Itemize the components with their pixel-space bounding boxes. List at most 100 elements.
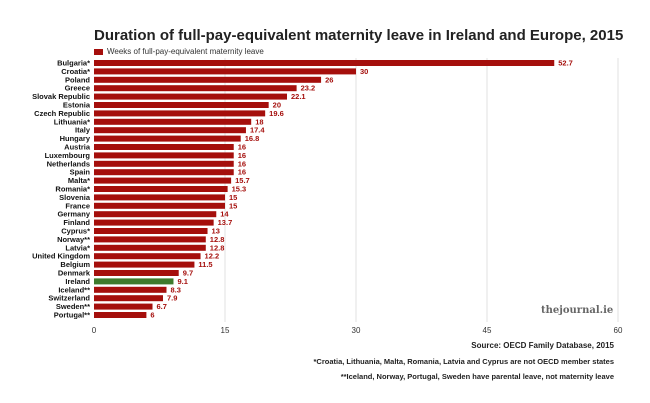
value-label: 6: [150, 311, 154, 320]
value-label: 13: [212, 227, 220, 236]
bar: [94, 110, 266, 117]
legend-swatch: [94, 48, 103, 55]
legend-label: Weeks of full-pay-equivalent maternity l…: [107, 47, 264, 56]
x-axis-ticks: 0 15 30 45 60: [92, 326, 623, 335]
bar: [94, 228, 208, 234]
bar: [94, 93, 288, 100]
category-label: Malta*: [68, 176, 90, 185]
value-label: 16.8: [245, 134, 260, 143]
bar: [94, 169, 234, 176]
value-label: 16: [238, 168, 246, 177]
bar: [94, 177, 232, 184]
bar: [94, 76, 322, 83]
bars: [94, 60, 555, 318]
value-label: 13.7: [218, 218, 233, 227]
value-label: 30: [360, 67, 368, 76]
category-label: Netherlands: [47, 159, 90, 168]
value-label: 9.1: [177, 277, 187, 286]
value-label: 26: [325, 75, 333, 84]
x-tick-label: 45: [483, 326, 492, 335]
value-labels: 52.7302623.222.12019.61817.416.816161616…: [150, 59, 572, 320]
category-label: Sweden**: [56, 302, 90, 311]
bar: [94, 236, 206, 243]
bar: [94, 202, 225, 209]
value-label: 23.2: [301, 84, 316, 93]
category-label: Portugal**: [54, 311, 90, 320]
category-label: Spain: [70, 168, 91, 177]
bar: [94, 85, 297, 92]
bar: [94, 102, 269, 108]
bar: [94, 144, 234, 150]
category-label: Italy: [75, 126, 91, 135]
value-label: 12.8: [210, 235, 225, 244]
bar: [94, 211, 217, 218]
category-label: France: [65, 201, 90, 210]
category-label: Switzerland: [48, 294, 90, 303]
bar: [94, 295, 163, 302]
bar: [94, 244, 206, 251]
category-label: Czech Republic: [34, 109, 90, 118]
category-label: Hungary: [60, 134, 91, 143]
value-label: 18: [255, 117, 263, 126]
bar: [94, 303, 153, 310]
category-label: Greece: [65, 84, 90, 93]
category-label: Lithuania*: [54, 117, 90, 126]
bar: [94, 219, 214, 226]
footnote-parental-leave: **Iceland, Norway, Portugal, Sweden have…: [340, 372, 614, 381]
category-label: Ireland: [65, 277, 90, 286]
category-label: Cyprus*: [61, 227, 90, 236]
value-label: 14: [220, 210, 229, 219]
category-label: Croatia*: [61, 67, 90, 76]
chart-title: Duration of full-pay-equivalent maternit…: [94, 27, 624, 44]
category-label: Belgium: [60, 260, 90, 269]
category-label: Denmark: [58, 269, 91, 278]
value-label: 15: [229, 201, 237, 210]
legend: Weeks of full-pay-equivalent maternity l…: [94, 47, 264, 56]
value-label: 15.7: [235, 176, 250, 185]
bar: [94, 68, 356, 75]
value-label: 11.5: [198, 260, 212, 269]
value-label: 52.7: [558, 59, 573, 68]
category-label: Poland: [65, 75, 90, 84]
category-label: Finland: [63, 218, 90, 227]
category-label: Iceland**: [58, 285, 90, 294]
value-label: 16: [238, 151, 246, 160]
bar: [94, 312, 147, 318]
value-label: 20: [273, 101, 281, 110]
bar: [94, 194, 225, 201]
bar: [94, 286, 167, 293]
x-tick-label: 0: [92, 326, 97, 335]
bar: [94, 135, 241, 142]
value-label: 8.3: [170, 285, 180, 294]
x-tick-label: 60: [614, 326, 623, 335]
x-tick-label: 15: [221, 326, 230, 335]
category-label: Luxembourg: [45, 151, 91, 160]
value-label: 17.4: [250, 126, 265, 135]
category-label: United Kingdom: [32, 252, 90, 261]
value-label: 19.6: [269, 109, 284, 118]
bar: [94, 270, 179, 276]
category-label: Austria: [64, 143, 91, 152]
x-tick-label: 30: [352, 326, 361, 335]
value-label: 15.3: [232, 185, 247, 194]
bar: [94, 160, 234, 167]
footnote-non-oecd: *Croatia, Lithuania, Malta, Romania, Lat…: [313, 357, 615, 366]
category-label: Estonia: [63, 101, 91, 110]
value-label: 16: [238, 159, 246, 168]
category-label: Bulgaria*: [57, 59, 90, 68]
value-label: 9.7: [183, 269, 193, 278]
value-label: 16: [238, 143, 246, 152]
bar: [94, 261, 195, 268]
value-label: 22.1: [291, 92, 306, 101]
bar: [94, 152, 234, 159]
bar: [94, 278, 174, 285]
value-label: 6.7: [157, 302, 167, 311]
category-label: Germany: [57, 210, 90, 219]
category-label: Latvia*: [65, 243, 90, 252]
category-label: Slovenia: [59, 193, 91, 202]
category-label: Romania*: [55, 185, 90, 194]
value-label: 12.8: [210, 243, 225, 252]
bar: [94, 253, 201, 260]
